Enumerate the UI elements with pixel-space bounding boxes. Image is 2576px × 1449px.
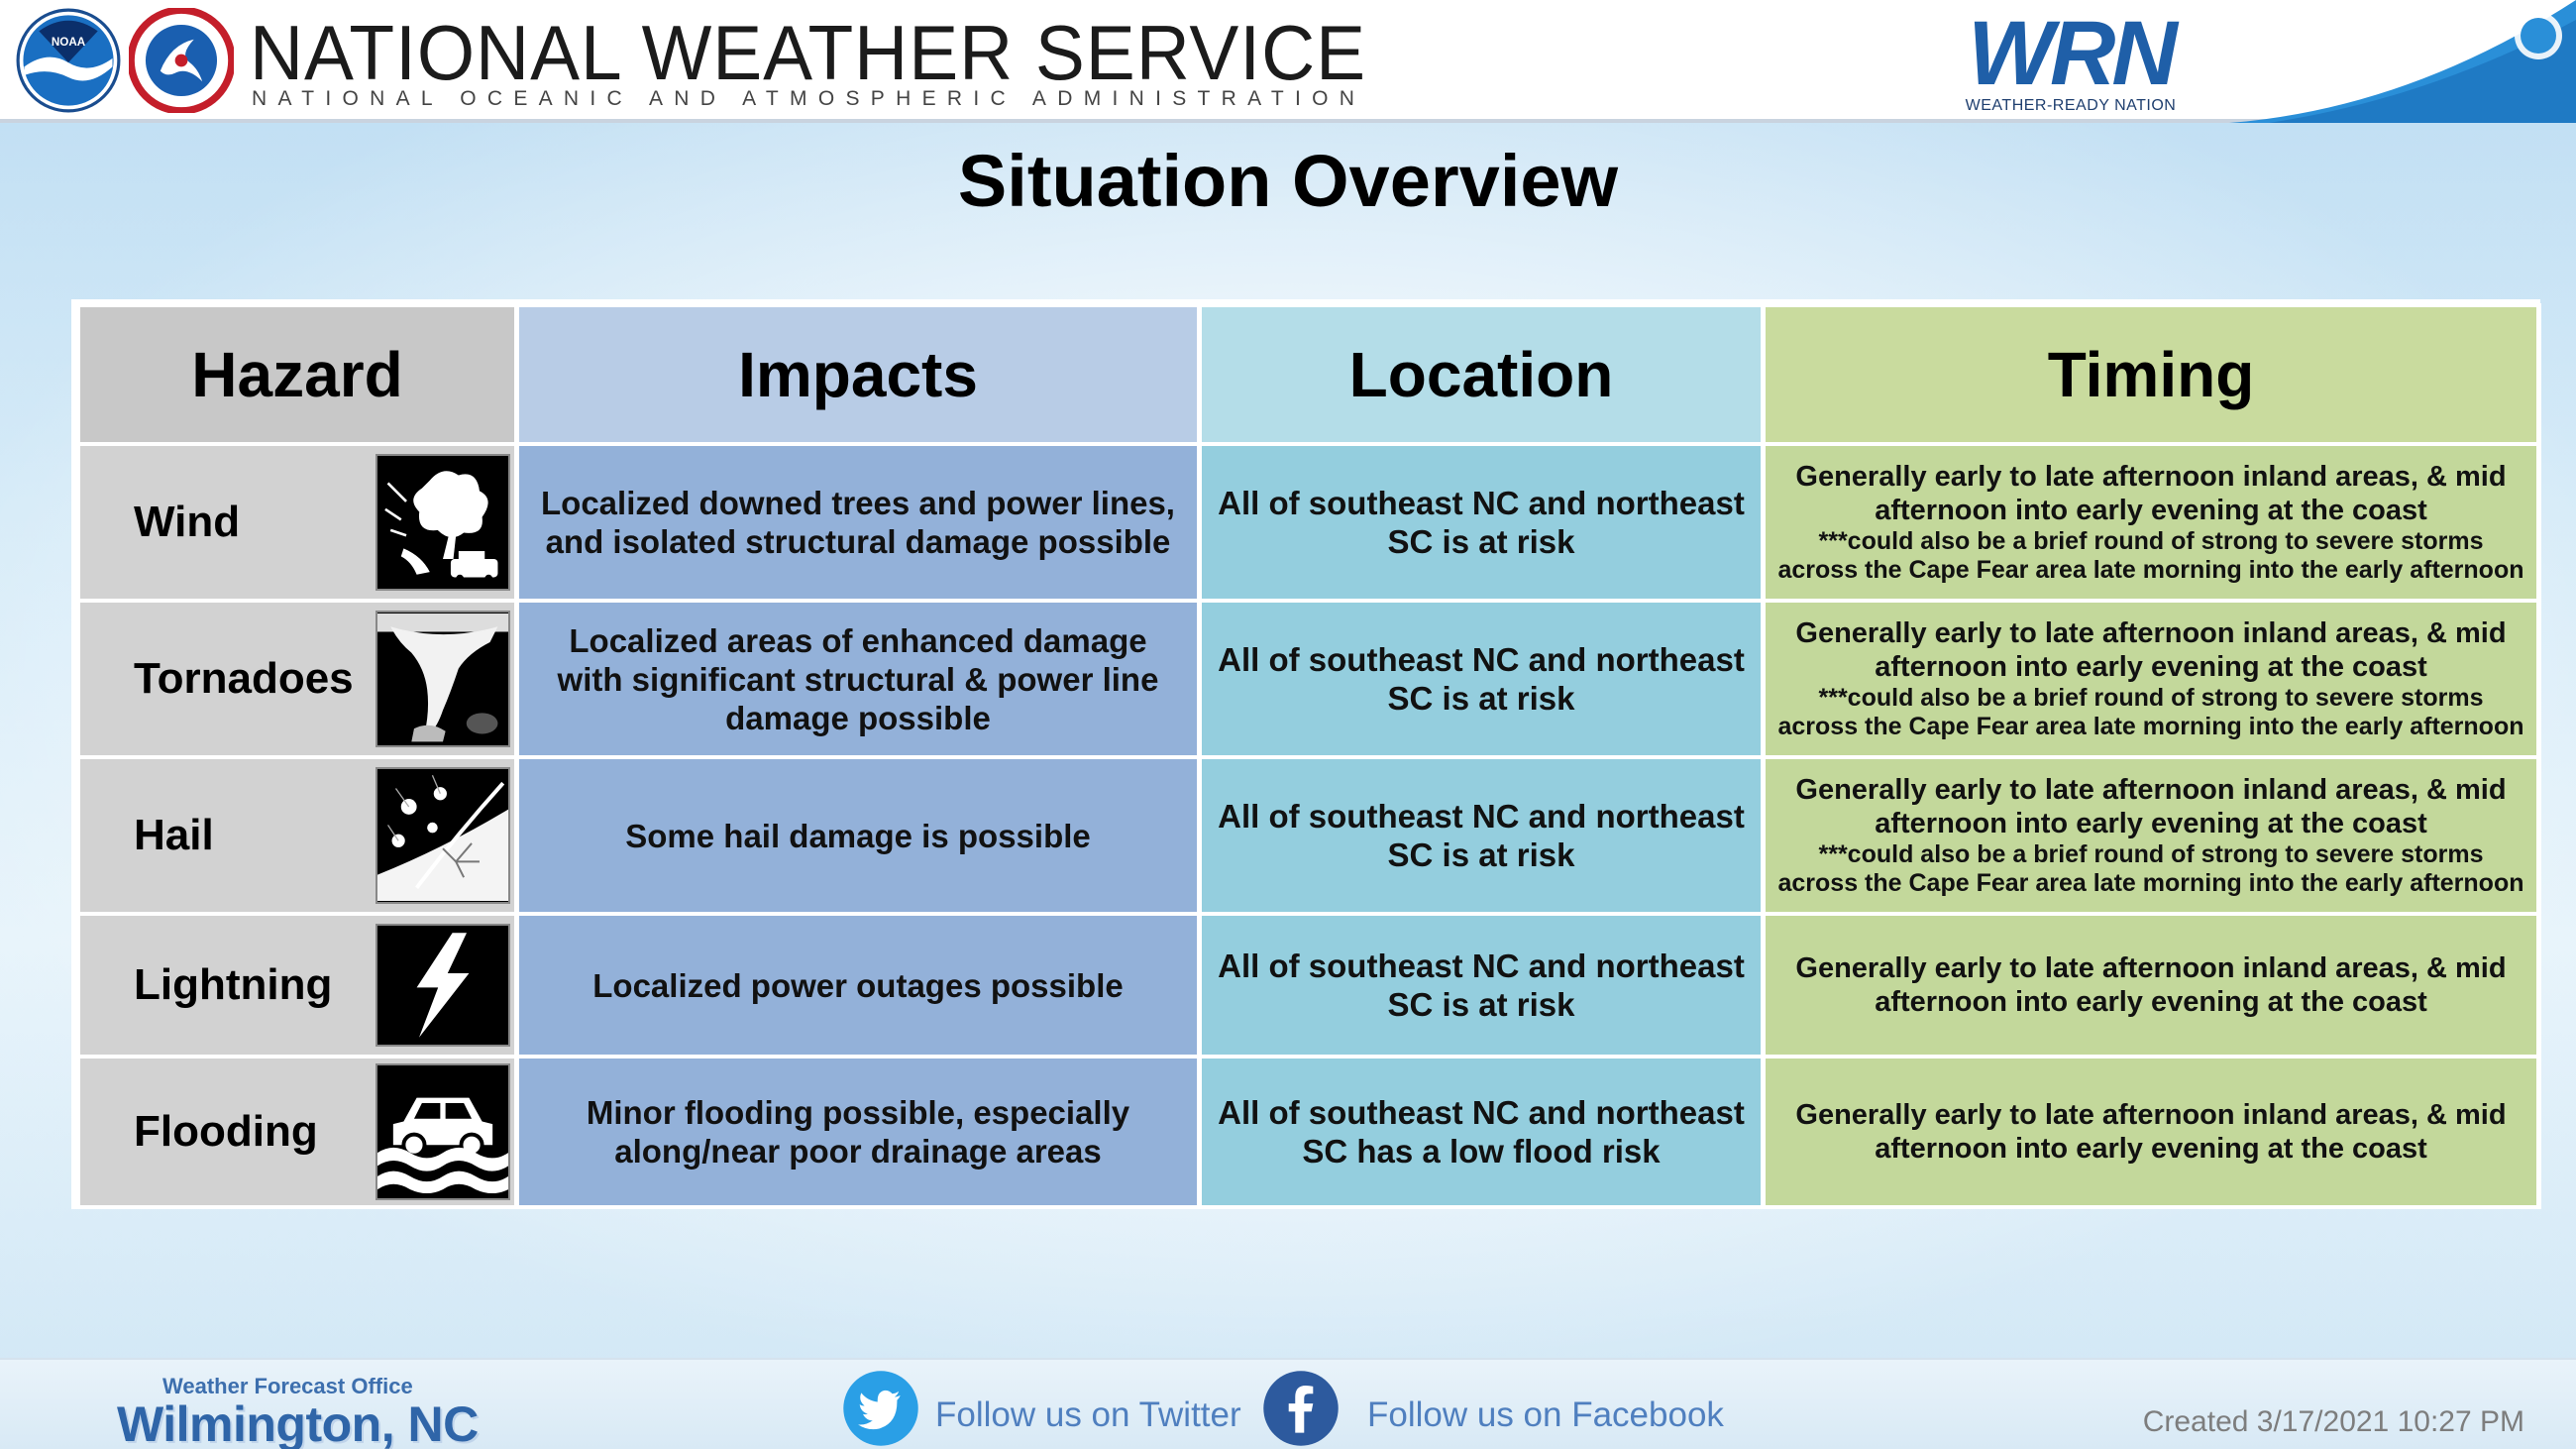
hazard-name: Wind [134, 498, 241, 546]
hazard-name: Flooding [134, 1107, 318, 1156]
hazard-name: Lightning [134, 960, 333, 1009]
location-cell: All of southeast NC and northeast SC is … [1202, 916, 1761, 1055]
lightning-icon [376, 924, 510, 1047]
impacts-cell: Localized power outages possible [519, 916, 1197, 1055]
header-swoosh-icon [2229, 0, 2576, 123]
impacts-cell: Some hail damage is possible [519, 759, 1197, 912]
timing-cell: Generally early to late afternoon inland… [1766, 916, 2536, 1055]
header-impacts: Impacts [519, 307, 1197, 442]
wind-damage-icon [376, 454, 510, 591]
impacts-cell: Localized areas of enhanced damage with … [519, 603, 1197, 755]
timing-cell: Generally early to late afternoon inland… [1766, 759, 2536, 912]
page-footer: Weather Forecast Office Wilmington, NC F… [0, 1358, 2576, 1449]
noaa-logo-text: NOAA [52, 36, 86, 49]
timing-text: Generally early to late afternoon inland… [1795, 1099, 2507, 1165]
twitter-link[interactable]: Follow us on Twitter [935, 1395, 1241, 1434]
timing-note: ***could also be a brief round of strong… [1777, 684, 2524, 740]
hazard-cell: Tornadoes [80, 603, 514, 755]
timing-text: Generally early to late afternoon inland… [1795, 952, 2507, 1018]
office-label: Weather Forecast Office [162, 1374, 413, 1398]
wrn-logo: WRN WEATHER-READY NATION [1932, 6, 2209, 117]
hazard-table: Hazard Impacts Location Timing Wind [75, 303, 2541, 1209]
wrn-letters: WRN [1968, 3, 2178, 104]
timing-cell: Generally early to late afternoon inland… [1766, 603, 2536, 755]
hazard-table-container: Hazard Impacts Location Timing Wind [71, 299, 2541, 1209]
hazard-cell: Flooding [80, 1059, 514, 1205]
table-header-row: Hazard Impacts Location Timing [80, 307, 2536, 442]
header-hazard: Hazard [80, 307, 514, 442]
tornado-icon [376, 611, 510, 747]
noaa-logo-icon: NOAA [16, 8, 121, 113]
agency-subtitle: NATIONAL OCEANIC AND ATMOSPHERIC ADMINIS… [252, 87, 1366, 110]
hazard-name: Hail [134, 811, 214, 859]
hail-icon [376, 767, 510, 904]
page-title: Situation Overview [957, 140, 1619, 222]
agency-title: NATIONAL WEATHER SERVICE [250, 9, 1367, 96]
facebook-link[interactable]: Follow us on Facebook [1367, 1395, 1724, 1434]
timing-cell: Generally early to late afternoon inland… [1766, 1059, 2536, 1205]
created-timestamp: Created 3/17/2021 10:27 PM [2142, 1405, 2524, 1438]
timing-text: Generally early to late afternoon inland… [1795, 461, 2507, 526]
hazard-cell: Wind [80, 446, 514, 599]
office-city: Wilmington, NC [117, 1396, 479, 1449]
timing-text: Generally early to late afternoon inland… [1795, 617, 2507, 683]
header-timing: Timing [1766, 307, 2536, 442]
impacts-cell: Minor flooding possible, especially alon… [519, 1059, 1197, 1205]
timing-note: ***could also be a brief round of strong… [1777, 840, 2524, 897]
location-cell: All of southeast NC and northeast SC has… [1202, 1059, 1761, 1205]
header-location: Location [1202, 307, 1761, 442]
twitter-icon[interactable] [840, 1368, 921, 1449]
hazard-cell: Lightning [80, 916, 514, 1055]
location-cell: All of southeast NC and northeast SC is … [1202, 446, 1761, 599]
location-cell: All of southeast NC and northeast SC is … [1202, 759, 1761, 912]
flooded-car-icon [376, 1063, 510, 1200]
timing-note: ***could also be a brief round of strong… [1777, 527, 2524, 584]
hazard-name: Tornadoes [134, 654, 354, 703]
page-header: NOAA NATIONAL WEATHER SERVICE NATIONAL O… [0, 0, 2576, 123]
facebook-icon[interactable] [1260, 1368, 1342, 1449]
table-row: Lightning Localized power outages possib… [80, 916, 2536, 1055]
table-row: Hail Some h [80, 759, 2536, 912]
hazard-cell: Hail [80, 759, 514, 912]
wrn-tagline: WEATHER-READY NATION [1965, 97, 2177, 114]
table-row: Tornadoes Localized areas of enhanced da… [80, 603, 2536, 755]
timing-cell: Generally early to late afternoon inland… [1766, 446, 2536, 599]
nws-logo-icon [129, 8, 234, 113]
table-row: Wind Localized downed tree [80, 446, 2536, 599]
impacts-cell: Localized downed trees and power lines, … [519, 446, 1197, 599]
location-cell: All of southeast NC and northeast SC is … [1202, 603, 1761, 755]
table-row: Flooding Minor flooding possible, especi… [80, 1059, 2536, 1205]
timing-text: Generally early to late afternoon inland… [1795, 774, 2507, 839]
